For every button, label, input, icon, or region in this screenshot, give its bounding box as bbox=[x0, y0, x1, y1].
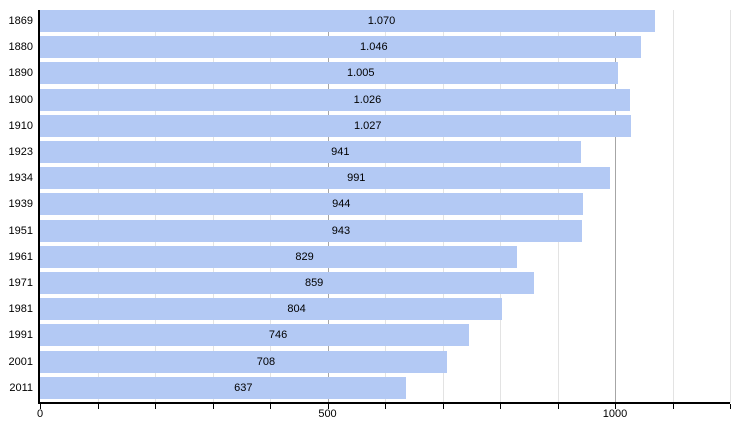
y-axis-label: 1939 bbox=[8, 198, 33, 211]
bar bbox=[40, 219, 583, 242]
bar-row: 804 bbox=[40, 298, 730, 321]
gridline-minor bbox=[730, 10, 731, 403]
bar bbox=[40, 114, 631, 137]
x-tick bbox=[557, 404, 559, 409]
bar bbox=[40, 10, 656, 32]
x-tick bbox=[155, 404, 156, 409]
bar-row: 708 bbox=[40, 350, 730, 373]
y-axis-line bbox=[38, 10, 40, 403]
x-tick bbox=[672, 404, 674, 409]
x-tick bbox=[212, 404, 214, 409]
bar-value-label: 1.070 bbox=[367, 15, 396, 27]
x-tick bbox=[40, 404, 41, 409]
bar-value-label: 1.005 bbox=[346, 67, 375, 80]
bar-row: 1.027 bbox=[40, 114, 730, 137]
y-axis-label: 1981 bbox=[8, 303, 33, 316]
y-axis-label: 1869 bbox=[8, 15, 33, 27]
bar-row: 1.026 bbox=[40, 88, 730, 111]
bar bbox=[40, 376, 407, 399]
bar-value-label: 991 bbox=[347, 172, 366, 185]
y-axis-label: 1923 bbox=[8, 146, 33, 158]
bar-value-label: 1.046 bbox=[360, 41, 388, 54]
bar-row: 1.046 bbox=[40, 36, 730, 59]
bar-row: 859 bbox=[40, 272, 730, 294]
bar-value-label: 829 bbox=[295, 250, 314, 263]
plot-area: 1.070 1.046 1.005 1.026 1.027 941 991 944 943 829… bbox=[40, 10, 731, 403]
bar-row: 943 bbox=[40, 219, 730, 242]
bar bbox=[40, 193, 583, 216]
bar bbox=[40, 167, 610, 190]
bar-value-label: 1.026 bbox=[353, 93, 382, 106]
bar-value-label: 1.027 bbox=[353, 119, 382, 132]
bar-value-label: 804 bbox=[287, 303, 306, 316]
bar bbox=[40, 324, 469, 347]
x-tick bbox=[270, 404, 271, 409]
bar-value-label: 943 bbox=[331, 224, 351, 237]
x-tick bbox=[327, 404, 329, 409]
bar bbox=[40, 298, 503, 321]
y-axis-label: 1934 bbox=[8, 172, 33, 185]
bar-value-label: 944 bbox=[332, 198, 351, 211]
x-tick bbox=[97, 404, 99, 409]
y-axis-label: 1951 bbox=[8, 224, 33, 237]
y-axis-label: 2011 bbox=[9, 381, 33, 394]
bar bbox=[40, 272, 534, 294]
bar bbox=[40, 141, 582, 163]
bar bbox=[40, 36, 642, 59]
y-axis-label: 1991 bbox=[8, 329, 33, 342]
y-axis-label: 1961 bbox=[8, 250, 33, 263]
y-axis-label: 1900 bbox=[8, 93, 33, 106]
bar-value-label: 941 bbox=[331, 146, 350, 158]
bar-value-label: 708 bbox=[256, 355, 276, 368]
bar-value-label: 637 bbox=[234, 381, 253, 394]
bar bbox=[40, 62, 618, 85]
x-tick bbox=[730, 404, 731, 409]
bar bbox=[40, 245, 517, 268]
bar-row: 746 bbox=[40, 324, 730, 347]
x-axis-line bbox=[38, 402, 730, 404]
y-axis-label: 1910 bbox=[8, 119, 33, 132]
x-tick bbox=[615, 404, 616, 409]
gridline-minor bbox=[672, 10, 674, 403]
bar-row: 829 bbox=[40, 245, 730, 268]
x-tick bbox=[442, 404, 444, 409]
x-tick-label: 1000 bbox=[602, 408, 628, 420]
y-axis-label: 1890 bbox=[8, 67, 33, 80]
bar-row: 991 bbox=[40, 167, 730, 190]
bar bbox=[40, 350, 448, 373]
bar-row: 1.070 bbox=[40, 10, 730, 32]
y-axis-label: 1971 bbox=[8, 277, 33, 289]
x-tick bbox=[500, 404, 501, 409]
bar-row: 1.005 bbox=[40, 62, 730, 85]
bar-row: 941 bbox=[40, 141, 730, 163]
x-tick-label: 500 bbox=[318, 408, 337, 420]
bar-row: 637 bbox=[40, 376, 730, 399]
y-axis-label: 1880 bbox=[8, 41, 33, 54]
bar-value-label: 859 bbox=[304, 277, 324, 289]
bar-row: 944 bbox=[40, 193, 730, 216]
x-tick bbox=[385, 404, 386, 409]
bar bbox=[40, 88, 630, 111]
x-tick-label: 0 bbox=[36, 408, 44, 420]
gridline-major bbox=[615, 10, 616, 403]
y-axis-label: 2001 bbox=[8, 355, 33, 368]
bar-value-label: 746 bbox=[268, 329, 288, 342]
